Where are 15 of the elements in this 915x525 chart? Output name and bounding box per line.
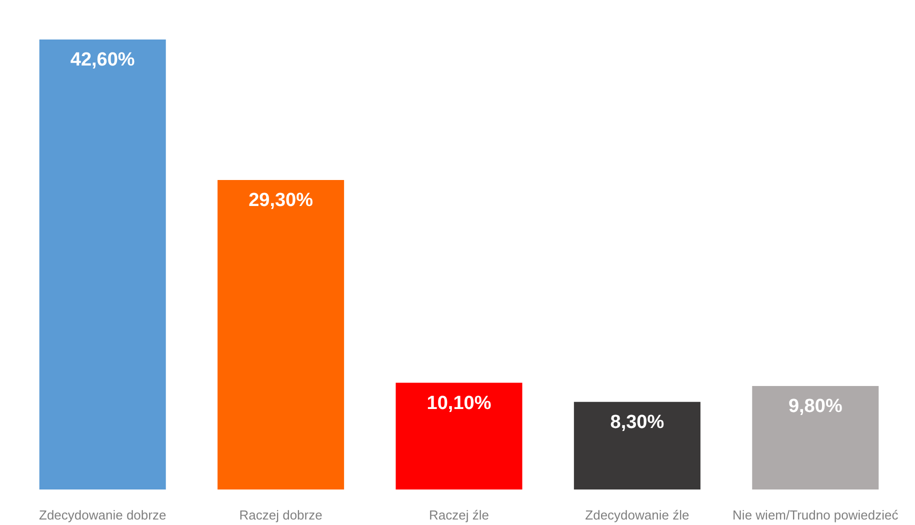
data-label: 42,60% xyxy=(70,49,135,70)
bar xyxy=(574,402,700,490)
bar xyxy=(218,180,344,490)
data-label: 29,30% xyxy=(248,190,314,211)
x-tick-label: Raczej źle xyxy=(429,508,489,522)
x-tick-label: Zdecydowanie źle xyxy=(585,508,690,522)
bar xyxy=(396,382,522,490)
x-tick-label: Raczej dobrze xyxy=(239,508,322,522)
data-label: 9,80% xyxy=(788,396,842,417)
data-label: 8,30% xyxy=(610,412,664,433)
x-tick-label: Zdecydowanie dobrze xyxy=(39,508,166,522)
x-tick-label: Nie wiem/Trudno powiedzieć xyxy=(732,508,899,522)
data-label: 10,10% xyxy=(426,392,492,414)
bar xyxy=(752,386,879,490)
bar xyxy=(39,39,166,490)
